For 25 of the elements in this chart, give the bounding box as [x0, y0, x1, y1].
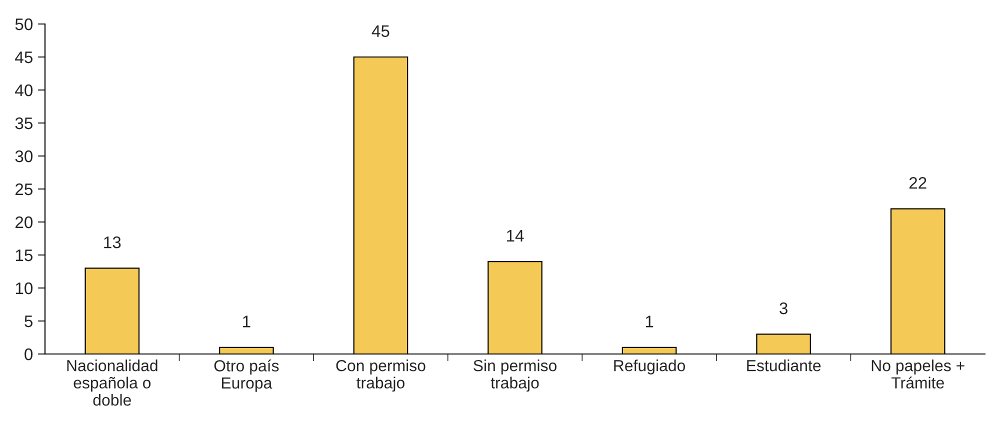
data-label: 3: [780, 302, 788, 314]
data-label: 22: [909, 177, 926, 189]
y-tick-label: 35: [15, 117, 32, 130]
data-label: 13: [104, 236, 121, 248]
y-tick-label: 45: [15, 52, 32, 64]
x-tick-label: Sin permiso trabajo: [474, 360, 556, 392]
x-tick-label: Con permiso trabajo: [336, 360, 426, 392]
y-tick-label: 40: [15, 84, 33, 96]
x-tick-label: Nacionalidad española o doble: [67, 360, 158, 406]
x-tick-label: Refugiado: [614, 360, 686, 374]
x-tick-label: No papeles + Trámite: [872, 360, 964, 388]
x-tick-label: Estudiante: [747, 360, 821, 372]
data-label: 14: [507, 230, 524, 242]
y-tick-label: 50: [15, 18, 33, 30]
y-tick-label: 0: [24, 348, 33, 360]
y-tick-label: 20: [15, 216, 33, 228]
data-label: 1: [646, 316, 654, 328]
y-tick-label: 30: [15, 150, 33, 162]
y-tick-label: 15: [16, 250, 32, 262]
y-tick-label: 25: [15, 183, 32, 196]
data-label: 45: [372, 25, 390, 38]
y-tick-label: 10: [16, 282, 33, 294]
x-tick-label: Otro país Europa: [214, 360, 279, 392]
data-label: 1: [243, 316, 250, 328]
y-tick-label: 5: [24, 316, 32, 328]
